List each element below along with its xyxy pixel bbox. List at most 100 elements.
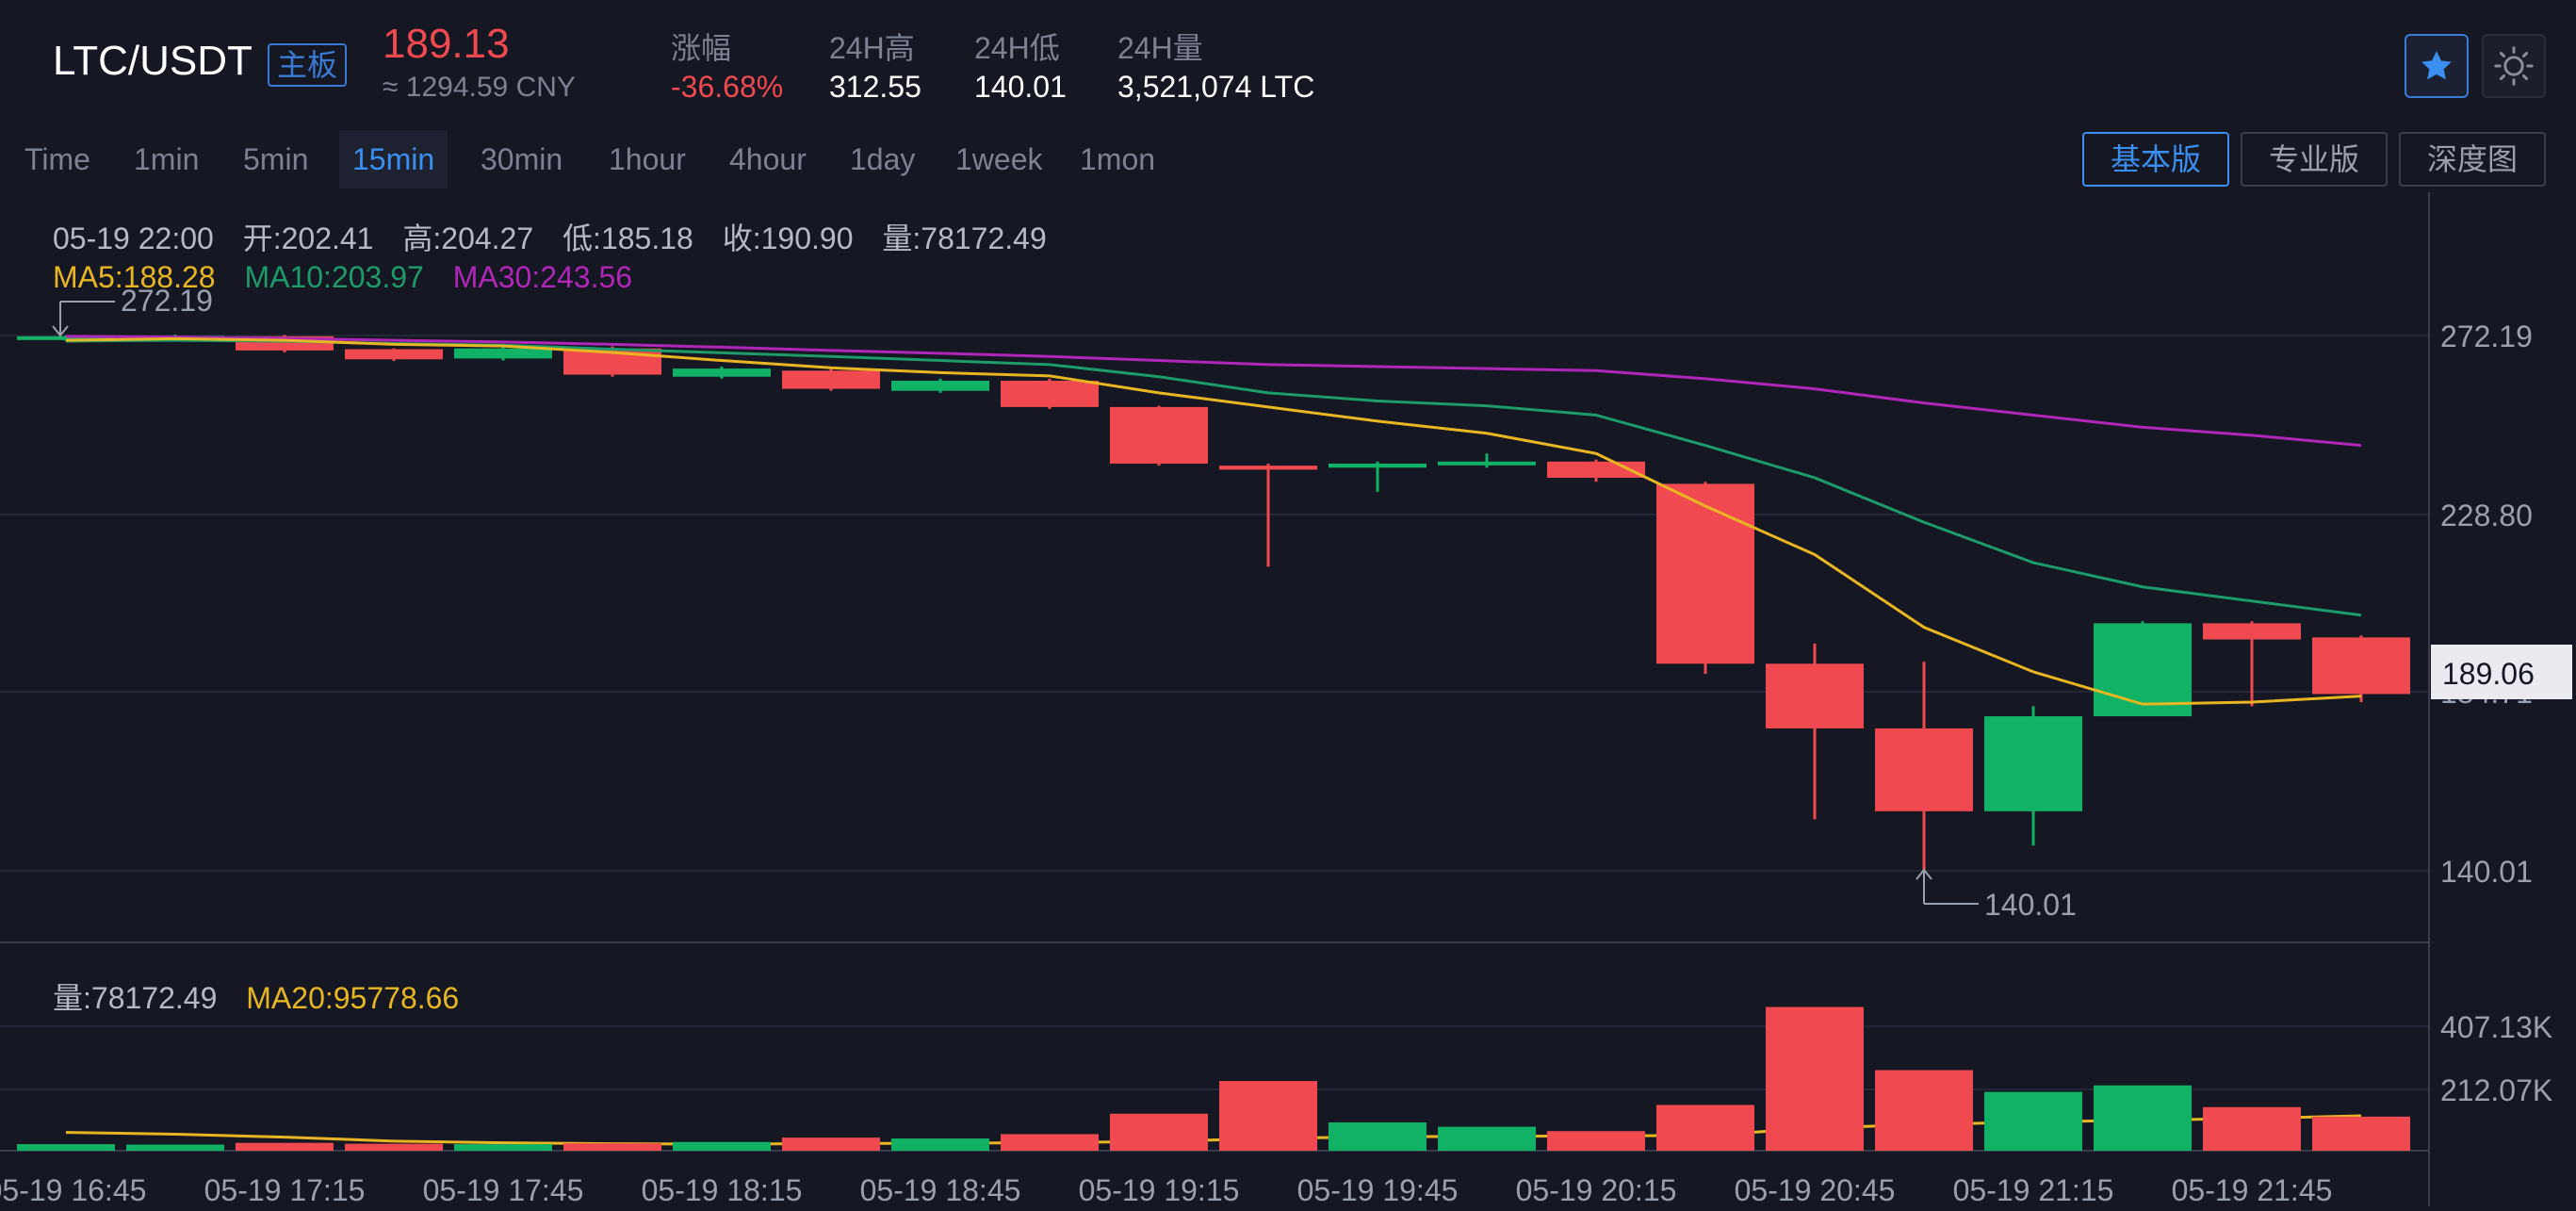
- view-pro-button[interactable]: 专业版: [2241, 132, 2388, 187]
- volume-tick-label: 407.13K: [2440, 1010, 2552, 1044]
- volume-bar: [1875, 1070, 1973, 1151]
- change-label: 涨幅: [671, 31, 732, 65]
- volume-tick-label: 212.07K: [2440, 1073, 2552, 1107]
- view-basic-button[interactable]: 基本版: [2082, 132, 2229, 187]
- high-marker-arrow: [52, 325, 69, 337]
- volume-bar: [1329, 1121, 1427, 1151]
- high-24h-value: 312.55: [829, 70, 921, 104]
- price-tick-label: 228.80: [2440, 499, 2533, 532]
- candle-body: [1001, 381, 1099, 407]
- volume-bar: [1110, 1113, 1208, 1151]
- volume-bar: [17, 1144, 115, 1151]
- candle-body: [17, 335, 115, 340]
- time-tick-label: 05-19 17:45: [423, 1173, 584, 1206]
- volume-bar: [1219, 1081, 1317, 1151]
- time-tick-label: 05-19 20:15: [1516, 1173, 1677, 1206]
- ma-legend: MA5:188.28 MA10:203.97 MA30:243.56: [53, 260, 653, 295]
- ma5-line: [65, 336, 2362, 706]
- time-tick-label: 05-19 21:45: [2172, 1173, 2333, 1206]
- volume-bar: [236, 1142, 334, 1151]
- candle-body: [2203, 623, 2301, 640]
- volume-bar: [454, 1144, 552, 1151]
- chart-toolbar: Time 1min 5min 15min 30min 1hour 4hour 1…: [0, 130, 2576, 188]
- chart-area[interactable]: 272.19228.80184.71140.01189.06407.13K212…: [0, 192, 2576, 1207]
- time-tick-label: 05-19 19:15: [1079, 1173, 1240, 1206]
- price-tick-label: 272.19: [2440, 319, 2533, 353]
- volume-24h-value: 3,521,074 LTC: [1117, 70, 1315, 104]
- candle-body: [2312, 637, 2410, 695]
- low-marker-arrow: [1916, 868, 1932, 880]
- time-tick-label: 05-19 16:45: [0, 1173, 146, 1206]
- volume-legend: 量:78172.49 MA20:95778.66: [53, 974, 480, 1018]
- candle-body: [891, 381, 989, 391]
- ma30-line: [65, 335, 2362, 448]
- ma5-legend: MA5:188.28: [53, 260, 216, 294]
- candlestick-chart[interactable]: 272.19228.80184.71140.01189.06407.13K212…: [0, 192, 2576, 1207]
- volume-bar: [1766, 1006, 1864, 1151]
- volume-bar: [1656, 1105, 1754, 1151]
- ohlc-low: 低:185.18: [562, 221, 693, 255]
- time-tick-label: 05-19 20:45: [1735, 1173, 1896, 1206]
- timeframe-1hour[interactable]: 1hour: [609, 142, 686, 176]
- candle-body: [1656, 483, 1754, 664]
- high-24h-label: 24H高: [829, 31, 915, 65]
- ohlc-open: 开:202.41: [242, 221, 374, 255]
- low-24h-value: 140.01: [974, 70, 1067, 104]
- candle-body: [673, 368, 771, 377]
- candle-body: [1984, 716, 2082, 811]
- time-tick-label: 05-19 18:45: [860, 1173, 1021, 1206]
- cny-price: ≈ 1294.59 CNY: [383, 72, 576, 103]
- candle-body: [1219, 466, 1317, 470]
- timeframe-time[interactable]: Time: [24, 142, 90, 176]
- volume-bar: [1001, 1134, 1099, 1151]
- ohlc-close: 收:190.90: [722, 221, 854, 255]
- time-tick-label: 05-19 17:15: [204, 1173, 366, 1206]
- ma10-legend: MA10:203.97: [244, 260, 424, 294]
- ma10-line: [65, 338, 2362, 617]
- volume-bar: [126, 1144, 224, 1151]
- timeframe-15min[interactable]: 15min: [339, 130, 448, 188]
- timeframe-5min[interactable]: 5min: [243, 142, 309, 176]
- candle-body: [1875, 728, 1973, 811]
- time-tick-label: 05-19 19:45: [1297, 1173, 1459, 1206]
- volume-bar: [782, 1137, 880, 1151]
- ohlc-time: 05-19 22:00: [53, 221, 214, 255]
- theme-toggle-button[interactable]: [2482, 34, 2546, 98]
- low-24h-label: 24H低: [974, 31, 1060, 65]
- sun-icon: [2494, 46, 2534, 86]
- candle-body: [454, 348, 552, 359]
- volume-bar: [2312, 1116, 2410, 1151]
- timeframe-1week[interactable]: 1week: [955, 142, 1043, 176]
- volume-bar: [891, 1138, 989, 1151]
- ma30-legend: MA30:243.56: [452, 260, 633, 294]
- volume-bar: [2203, 1106, 2301, 1151]
- market-header: LTC/USDT 主板 189.13 ≈ 1294.59 CNY 涨幅 -36.…: [0, 0, 2576, 121]
- timeframe-1mon[interactable]: 1mon: [1080, 142, 1156, 176]
- volume-bar: [1547, 1131, 1645, 1151]
- ohlc-volume: 量:78172.49: [882, 221, 1047, 255]
- timeframe-4hour[interactable]: 4hour: [729, 142, 807, 176]
- ohlc-high: 高:204.27: [402, 221, 534, 255]
- current-price-tag: [2431, 645, 2572, 699]
- candle-body: [1110, 406, 1208, 464]
- timeframe-1min[interactable]: 1min: [134, 142, 200, 176]
- volume-bar: [1438, 1126, 1536, 1151]
- price-tick-label: 140.01: [2440, 855, 2533, 889]
- timeframe-1day[interactable]: 1day: [850, 142, 916, 176]
- view-depth-button[interactable]: 深度图: [2399, 132, 2546, 187]
- favorite-button[interactable]: [2405, 34, 2469, 98]
- time-tick-label: 05-19 21:15: [1953, 1173, 2114, 1206]
- candle-body: [1329, 463, 1427, 468]
- candle-body: [1766, 663, 1864, 728]
- market-board-badge: 主板: [268, 43, 348, 87]
- volume-info: 量:78172.49: [53, 981, 218, 1015]
- high-marker-label: 272.19: [121, 284, 213, 318]
- last-price: 189.13: [383, 21, 510, 67]
- candle-body: [2094, 623, 2192, 717]
- volume-bar: [673, 1141, 771, 1151]
- low-marker-label: 140.01: [1984, 888, 2077, 922]
- candle-body: [345, 349, 443, 360]
- timeframe-30min[interactable]: 30min: [481, 142, 563, 176]
- volume-24h-label: 24H量: [1117, 31, 1203, 65]
- volume-bar: [345, 1143, 443, 1151]
